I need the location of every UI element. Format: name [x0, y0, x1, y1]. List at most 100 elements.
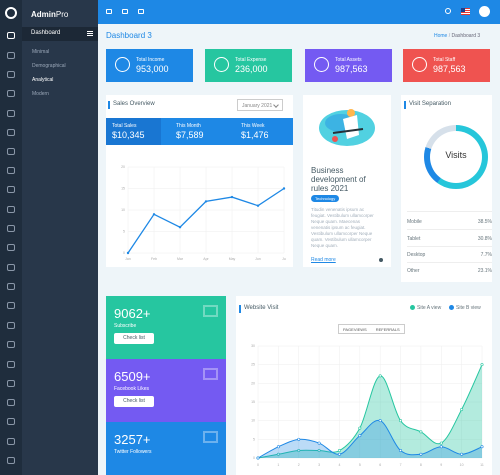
sidebar-header-label: Dashboard — [31, 30, 61, 36]
avatar[interactable] — [479, 6, 490, 17]
breadcrumb-home[interactable]: Home — [434, 33, 448, 39]
table-icon[interactable] — [7, 283, 15, 290]
power-icon[interactable] — [7, 438, 15, 445]
brand-name: AdminPro — [31, 10, 69, 19]
sidebar-item-modern[interactable]: Modern — [32, 91, 49, 97]
site-b-point — [460, 452, 464, 456]
site-a-point — [419, 430, 423, 434]
site-b-point — [276, 445, 280, 449]
social-label: Subscribe — [114, 323, 137, 329]
layers-icon[interactable] — [7, 206, 15, 213]
edit-icon[interactable] — [7, 167, 15, 174]
apps-icon[interactable] — [138, 9, 144, 14]
search-icon[interactable] — [445, 8, 451, 14]
mail-icon[interactable] — [7, 90, 15, 97]
site-a-area — [258, 364, 482, 458]
y-tick-label: 10 — [121, 208, 125, 212]
site-a-point — [399, 419, 403, 423]
flag-icon[interactable] — [106, 9, 112, 14]
mail-icon — [203, 305, 218, 317]
x-tick-label: 5 — [359, 463, 361, 467]
logo-icon[interactable] — [5, 7, 17, 19]
site-b-point — [337, 452, 341, 456]
file-icon[interactable] — [7, 264, 15, 271]
sidebar-item-minimal[interactable]: Minimal — [32, 49, 50, 55]
site-a-line — [257, 364, 483, 459]
x-tick-label: 9 — [440, 463, 442, 467]
sidebar-header[interactable]: Dashboard — [22, 27, 98, 41]
stat-value: 236,000 — [235, 64, 268, 74]
tab-referrals[interactable]: REFERRALS — [375, 327, 400, 332]
check-list-button[interactable]: Check list — [114, 396, 154, 407]
x-tick-label: Feb — [151, 257, 157, 261]
map-icon[interactable] — [7, 341, 15, 348]
sidebar-item-demographical[interactable]: Demographical — [32, 63, 66, 69]
visits-donut-chart: Visits — [424, 125, 488, 189]
legend-site-b: Site B view — [449, 305, 481, 311]
page-title: Dashboard 3 — [106, 31, 152, 40]
y-tick-label: 0 — [253, 456, 255, 460]
home-icon[interactable] — [7, 32, 15, 39]
assets-icon — [314, 57, 329, 72]
x-tick-label: 4 — [338, 463, 340, 467]
y-tick-label: 20 — [251, 381, 255, 385]
site-b-point — [480, 445, 484, 449]
box-icon[interactable] — [7, 244, 15, 251]
site-a-point — [276, 452, 280, 456]
user-icon[interactable] — [7, 71, 15, 78]
y-tick-label: 10 — [251, 419, 255, 423]
check-list-button[interactable]: Check list — [114, 333, 154, 344]
menu-icon[interactable] — [87, 31, 93, 36]
app-icon[interactable] — [7, 52, 15, 59]
x-tick-label: May — [229, 257, 236, 261]
x-tick-label: Ju — [282, 257, 286, 261]
x-tick-label: 7 — [400, 463, 402, 467]
staff-icon — [412, 57, 427, 72]
lock-icon[interactable] — [7, 380, 15, 387]
visit-row-other: Other 23.1% — [407, 268, 492, 274]
calendar-icon[interactable] — [7, 110, 15, 117]
social-number: 3257+ — [114, 432, 151, 447]
month-select[interactable]: January 2021 — [237, 99, 283, 111]
stat-label: Total Staff — [433, 57, 456, 63]
gear-icon[interactable] — [7, 322, 15, 329]
cart-icon[interactable] — [7, 399, 15, 406]
y-tick-label: 15 — [121, 187, 125, 191]
site-a-point — [439, 441, 443, 445]
x-tick-label: 10 — [460, 463, 464, 467]
blog-illustration — [319, 109, 375, 146]
x-tick-label: 8 — [420, 463, 422, 467]
share-icon[interactable] — [379, 258, 383, 262]
site-b-point — [378, 419, 382, 423]
y-tick-label: 30 — [251, 344, 255, 348]
twitter-card: 3257+ Twitter Followers — [106, 422, 226, 475]
site-a-point — [297, 449, 301, 453]
envelope-icon[interactable] — [122, 9, 128, 14]
breadcrumb-current: Dashboard 3 — [451, 33, 481, 39]
x-tick-label: 6 — [379, 463, 381, 467]
x-tick-label: 3 — [318, 463, 320, 467]
y-tick-label: 15 — [251, 400, 255, 404]
chart-icon[interactable] — [7, 225, 15, 232]
language-flag-icon[interactable] — [461, 8, 470, 15]
card-title: Website Visit — [238, 305, 279, 313]
x-tick-label: Jun — [255, 257, 261, 261]
logout-icon[interactable] — [7, 457, 15, 464]
sales-line-chart: 0 5 10 15 20 Jan Feb Mar Apr May Jun Ju — [121, 165, 286, 261]
sales-point — [152, 213, 156, 216]
x-tick-label: Mar — [177, 257, 184, 261]
copy-icon[interactable] — [7, 148, 15, 155]
x-tick-label: Jan — [125, 257, 131, 261]
site-b-point — [399, 449, 403, 453]
read-more-link[interactable]: Read more — [311, 257, 336, 263]
circle-icon[interactable] — [7, 361, 15, 368]
visit-row-desktop: Desktop 7.7% — [407, 252, 492, 258]
site-a-point — [460, 407, 464, 411]
sales-summary: Total Sales $10,345 This Month $7,589 Th… — [106, 118, 293, 145]
pen-icon[interactable] — [7, 302, 15, 309]
settings-icon[interactable] — [7, 129, 15, 136]
tab-pageviews[interactable]: PAGEVIEWS — [343, 327, 367, 332]
grid-icon[interactable] — [7, 186, 15, 193]
book-icon[interactable] — [7, 418, 15, 425]
sidebar-item-analytical[interactable]: Analytical — [32, 77, 54, 83]
